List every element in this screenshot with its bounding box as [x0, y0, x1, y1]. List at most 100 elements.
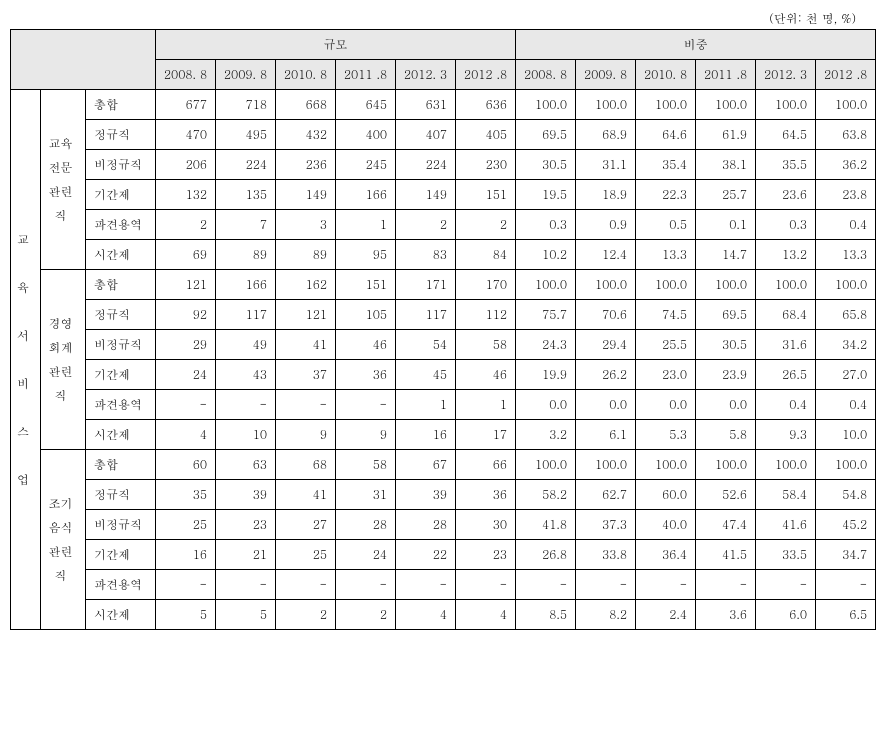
cell-scale: 60	[156, 450, 216, 480]
cell-share: -	[756, 570, 816, 600]
cell-scale: -	[396, 570, 456, 600]
cell-share: 26.5	[756, 360, 816, 390]
cell-share: 30.5	[696, 330, 756, 360]
table-row: 파견용역----110.00.00.00.00.40.4	[11, 390, 876, 420]
row-label: 기간제	[86, 360, 156, 390]
header-period: 2009. 8	[216, 60, 276, 90]
group-label: 교육 전문 관련 직	[41, 90, 86, 270]
header-scale: 규모	[156, 30, 516, 60]
cell-scale: 2	[456, 210, 516, 240]
cell-share: 100.0	[636, 450, 696, 480]
cell-scale: 69	[156, 240, 216, 270]
cell-share: 61.9	[696, 120, 756, 150]
cell-share: 0.4	[816, 210, 876, 240]
cell-share: 100.0	[816, 270, 876, 300]
cell-scale: 16	[396, 420, 456, 450]
row-label: 파견용역	[86, 210, 156, 240]
cell-scale: 46	[456, 360, 516, 390]
cell-scale: 1	[396, 390, 456, 420]
cell-scale: 58	[336, 450, 396, 480]
cell-share: 47.4	[696, 510, 756, 540]
row-label: 비정규직	[86, 510, 156, 540]
header-period: 2012. 3	[396, 60, 456, 90]
cell-share: 64.6	[636, 120, 696, 150]
cell-scale: 9	[276, 420, 336, 450]
cell-scale: 121	[156, 270, 216, 300]
cell-share: 68.4	[756, 300, 816, 330]
cell-share: 6.1	[576, 420, 636, 450]
cell-scale: 407	[396, 120, 456, 150]
cell-share: 24.3	[516, 330, 576, 360]
cell-scale: 68	[276, 450, 336, 480]
cell-share: 34.2	[816, 330, 876, 360]
table-row: 기간제16212524222326.833.836.441.533.534.7	[11, 540, 876, 570]
cell-share: 35.5	[756, 150, 816, 180]
cell-scale: 41	[276, 330, 336, 360]
cell-share: 6.0	[756, 600, 816, 630]
cell-share: -	[696, 570, 756, 600]
cell-scale: 35	[156, 480, 216, 510]
row-label: 시간제	[86, 240, 156, 270]
cell-scale: 28	[396, 510, 456, 540]
cell-scale: 25	[276, 540, 336, 570]
cell-share: 100.0	[576, 450, 636, 480]
cell-scale: 400	[336, 120, 396, 150]
cell-share: 25.7	[696, 180, 756, 210]
cell-scale: -	[276, 390, 336, 420]
cell-scale: 245	[336, 150, 396, 180]
cell-scale: 36	[336, 360, 396, 390]
cell-scale: -	[456, 570, 516, 600]
cell-share: 14.7	[696, 240, 756, 270]
cell-share: 41.5	[696, 540, 756, 570]
row-label: 기간제	[86, 540, 156, 570]
cell-scale: 405	[456, 120, 516, 150]
table-header: 규모 비중 2008. 82009. 82010. 82011 .82012. …	[11, 30, 876, 90]
cell-share: 29.4	[576, 330, 636, 360]
cell-scale: -	[156, 390, 216, 420]
table-row: 비정규직25232728283041.837.340.047.441.645.2	[11, 510, 876, 540]
cell-scale: 117	[396, 300, 456, 330]
cell-share: 3.6	[696, 600, 756, 630]
header-period: 2011 .8	[336, 60, 396, 90]
cell-scale: 24	[336, 540, 396, 570]
cell-scale: 27	[276, 510, 336, 540]
row-label: 기간제	[86, 180, 156, 210]
cell-share: 0.5	[636, 210, 696, 240]
cell-share: 100.0	[516, 90, 576, 120]
cell-scale: 25	[156, 510, 216, 540]
cell-share: 27.0	[816, 360, 876, 390]
cell-share: 69.5	[516, 120, 576, 150]
row-label: 총합	[86, 270, 156, 300]
cell-scale: 230	[456, 150, 516, 180]
cell-scale: 28	[336, 510, 396, 540]
cell-share: 100.0	[696, 90, 756, 120]
cell-share: 23.9	[696, 360, 756, 390]
cell-share: 64.5	[756, 120, 816, 150]
cell-scale: 89	[216, 240, 276, 270]
cell-share: 6.5	[816, 600, 876, 630]
cell-share: 23.8	[816, 180, 876, 210]
cell-scale: 45	[396, 360, 456, 390]
cell-scale: 470	[156, 120, 216, 150]
cell-scale: 166	[216, 270, 276, 300]
row-label: 정규직	[86, 120, 156, 150]
cell-scale: 16	[156, 540, 216, 570]
row-label: 총합	[86, 450, 156, 480]
data-table: 규모 비중 2008. 82009. 82010. 82011 .82012. …	[10, 29, 876, 630]
cell-scale: 43	[216, 360, 276, 390]
cell-share: 36.2	[816, 150, 876, 180]
row-label: 시간제	[86, 420, 156, 450]
cell-scale: 166	[336, 180, 396, 210]
table-row: 파견용역------------	[11, 570, 876, 600]
cell-share: 12.4	[576, 240, 636, 270]
cell-scale: -	[216, 570, 276, 600]
group-label: 조기 음식 관련 직	[41, 450, 86, 630]
cell-share: -	[816, 570, 876, 600]
cell-scale: 162	[276, 270, 336, 300]
cell-scale: -	[336, 390, 396, 420]
cell-share: -	[516, 570, 576, 600]
cell-scale: 432	[276, 120, 336, 150]
cell-scale: 63	[216, 450, 276, 480]
cell-scale: 89	[276, 240, 336, 270]
cell-share: 8.2	[576, 600, 636, 630]
